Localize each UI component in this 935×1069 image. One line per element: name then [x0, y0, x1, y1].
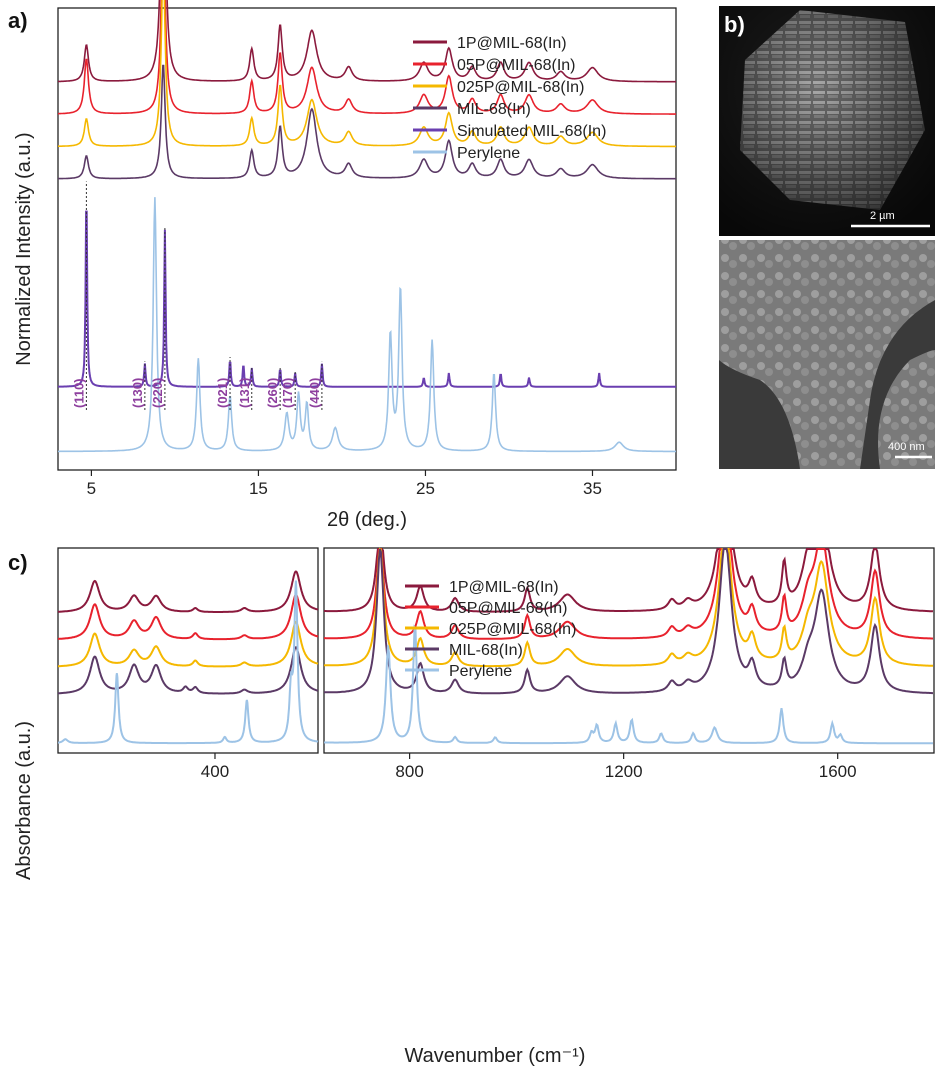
ftir-left-frame [57, 547, 319, 754]
ftir-right-xtick-label-1: 1200 [605, 762, 643, 781]
hkl-label-4: (131) [237, 378, 252, 408]
scale-label-bottom: 400 nm [888, 441, 925, 453]
xrd-series-3 [58, 64, 677, 180]
xrd-series-0 [58, 0, 676, 83]
xrd-xtick-label-1: 15 [249, 479, 268, 498]
ftir-right-frame [323, 547, 935, 754]
ftir-legend-label-2: 025P@MIL-68(In) [449, 621, 576, 638]
hkl-label-1: (130) [130, 378, 145, 408]
hkl-label-7: (440) [307, 378, 322, 408]
xrd-xtick-label-0: 5 [87, 479, 96, 498]
ftir-series-0-right [324, 548, 934, 613]
xrd-xtick-label-3: 35 [583, 479, 602, 498]
ftir-left-xtick-label-0: 400 [201, 762, 229, 781]
xrd-legend-label-3: MIL-68(In) [457, 101, 531, 118]
ftir-legend-label-3: MIL-68(In) [449, 642, 523, 659]
ftir-legend-label-0: 1P@MIL-68(In) [449, 579, 559, 596]
xrd-plot-frame [57, 7, 677, 471]
xrd-legend-label-1: 05P@MIL-68(In) [457, 57, 576, 74]
xrd-legend-label-5: Perylene [457, 145, 520, 162]
ftir-series-2-left [58, 620, 319, 668]
xrd-x-axis-title: 2θ (deg.) [327, 509, 407, 531]
ftir-y-axis-title: Absorbance (a.u.) [13, 721, 35, 880]
ftir-series-4-left [58, 580, 319, 745]
panel-b-label: b) [724, 12, 745, 37]
xrd-xtick-label-2: 25 [416, 479, 435, 498]
ftir-chart: 400 800 1200 1600 Wavenumber (cm⁻¹) Absorbanc… [13, 547, 935, 1067]
hkl-label-5: (260) [265, 378, 280, 408]
panel-c-label: c) [8, 550, 28, 575]
ftir-series-1-left [58, 593, 319, 641]
xrd-series-1 [58, 0, 676, 115]
xrd-legend-label-2: 025P@MIL-68(In) [457, 79, 584, 96]
hkl-label-3: (021) [215, 378, 230, 408]
ftir-series-3-right [324, 548, 933, 695]
xrd-series-5 [58, 197, 676, 453]
hkl-label-0: (110) [71, 378, 86, 408]
xrd-chart: 5 15 25 35 2θ (deg.) Normalized Intensity (a.… [13, 0, 677, 531]
ftir-legend-label-4: Perylene [449, 663, 512, 680]
sem-grains-bottom [719, 240, 935, 469]
xrd-series-4 [57, 210, 676, 388]
ftir-legend-label-1: 05P@MIL-68(In) [449, 600, 568, 617]
panel-a-label: a) [8, 8, 28, 33]
hkl-label-2: (220) [150, 378, 165, 408]
ftir-series-4-right [323, 624, 933, 745]
sem-panel: b) 2 µm 400 nm [719, 6, 935, 469]
ftir-x-axis-title: Wavenumber (cm⁻¹) [405, 1045, 586, 1067]
xrd-y-axis-title: Normalized Intensity (a.u.) [13, 132, 35, 365]
hkl-label-6: (170) [280, 378, 295, 408]
ftir-series-3-left [58, 646, 319, 695]
xrd-series-2 [58, 0, 676, 148]
scale-label-top: 2 µm [870, 210, 895, 222]
ftir-right-xtick-label-2: 1600 [819, 762, 857, 781]
xrd-legend-label-0: 1P@MIL-68(In) [457, 35, 567, 52]
ftir-series-2-right [323, 547, 933, 668]
ftir-right-xtick-label-0: 800 [395, 762, 423, 781]
xrd-legend-label-4: Simulated MIL-68(In) [457, 123, 606, 140]
ftir-series-0-left [57, 570, 319, 613]
